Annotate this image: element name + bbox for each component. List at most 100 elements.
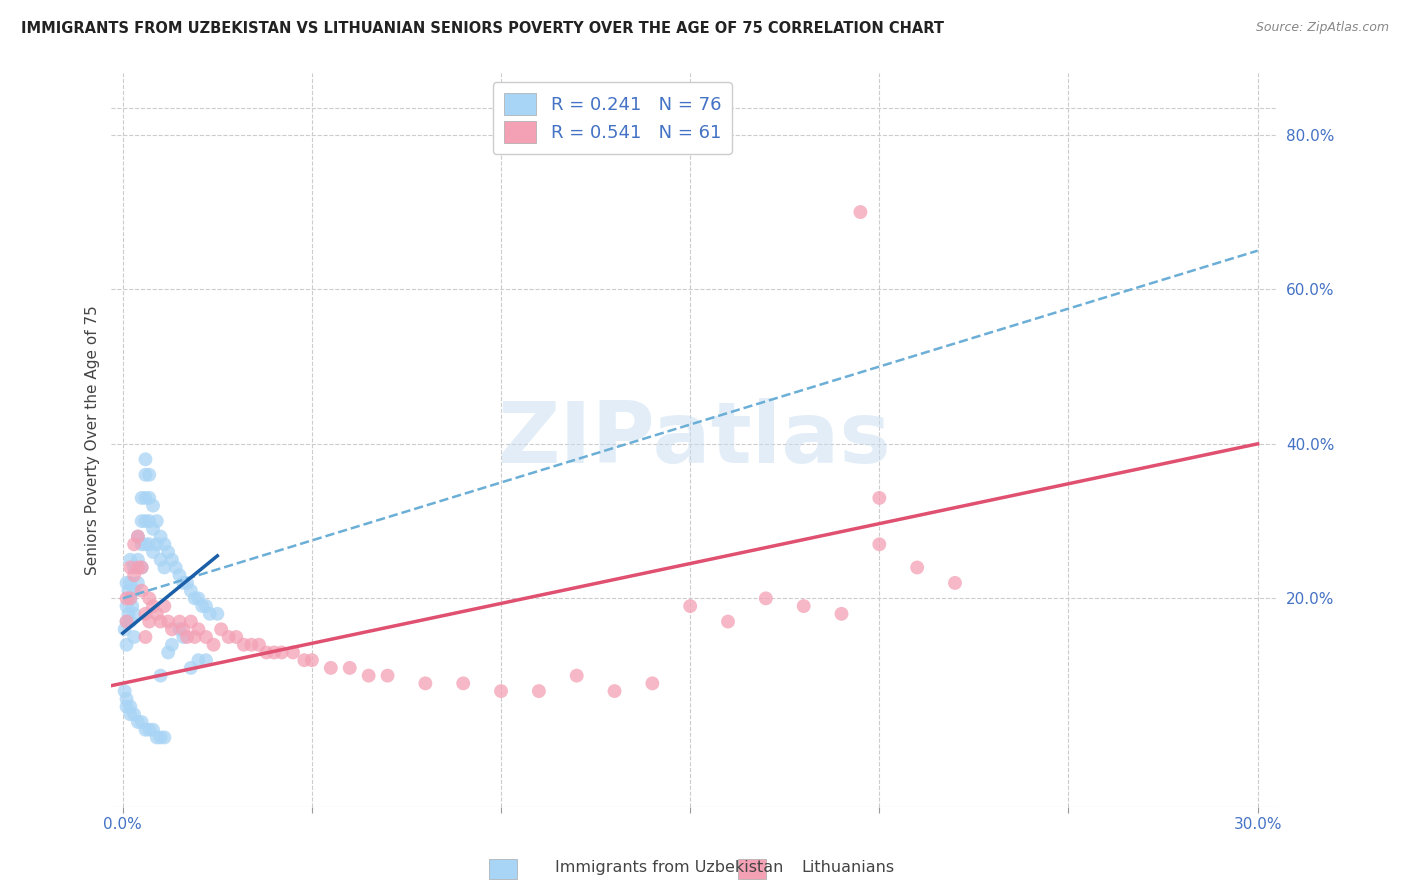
Point — [127, 575, 149, 590]
Point — [142, 723, 165, 737]
Point — [281, 645, 304, 659]
Point — [169, 622, 191, 636]
Point — [176, 630, 198, 644]
Point — [127, 530, 149, 544]
Point — [183, 630, 205, 644]
Point — [122, 607, 145, 621]
Point — [122, 707, 145, 722]
Point — [134, 537, 156, 551]
Point — [138, 615, 160, 629]
Point — [120, 553, 142, 567]
Point — [195, 599, 218, 613]
Point — [131, 714, 153, 729]
Point — [270, 645, 292, 659]
Point — [122, 560, 145, 574]
Y-axis label: Seniors Poverty Over the Age of 75: Seniors Poverty Over the Age of 75 — [86, 305, 100, 574]
Point — [142, 545, 165, 559]
Point — [120, 591, 142, 606]
Point — [146, 731, 169, 745]
Point — [868, 491, 890, 505]
Point — [120, 560, 142, 574]
Point — [225, 630, 247, 644]
Point — [153, 537, 176, 551]
Point — [187, 622, 209, 636]
Point — [943, 575, 966, 590]
Point — [131, 514, 153, 528]
Point — [131, 583, 153, 598]
Point — [142, 499, 165, 513]
Point — [256, 645, 278, 659]
Point — [717, 615, 740, 629]
Point — [115, 615, 138, 629]
Point — [187, 591, 209, 606]
Legend: R = 0.241   N = 76, R = 0.541   N = 61: R = 0.241 N = 76, R = 0.541 N = 61 — [494, 82, 733, 154]
Point — [117, 583, 139, 598]
Point — [247, 638, 270, 652]
Point — [232, 638, 254, 652]
Point — [301, 653, 323, 667]
Point — [120, 591, 142, 606]
Point — [679, 599, 702, 613]
Point — [121, 599, 143, 613]
Point — [195, 653, 218, 667]
Point — [120, 615, 142, 629]
Point — [127, 553, 149, 567]
Point — [122, 583, 145, 598]
Point — [603, 684, 626, 698]
Point — [146, 537, 169, 551]
Point — [905, 560, 928, 574]
Point — [134, 514, 156, 528]
Point — [527, 684, 550, 698]
Point — [131, 560, 153, 574]
Point — [138, 591, 160, 606]
Point — [202, 638, 225, 652]
Point — [172, 622, 194, 636]
Point — [153, 560, 176, 574]
Point — [357, 668, 380, 682]
Point — [157, 645, 180, 659]
Point — [207, 607, 229, 621]
Point — [134, 452, 156, 467]
Point — [263, 645, 285, 659]
Point — [191, 599, 214, 613]
Point — [160, 622, 183, 636]
Point — [127, 714, 149, 729]
Point — [218, 630, 240, 644]
Point — [127, 560, 149, 574]
Point — [120, 699, 142, 714]
Point — [134, 607, 156, 621]
Point — [131, 491, 153, 505]
Point — [565, 668, 588, 682]
Point — [153, 599, 176, 613]
Point — [115, 575, 138, 590]
Point — [122, 630, 145, 644]
Point — [114, 684, 136, 698]
Point — [160, 553, 183, 567]
Point — [180, 661, 202, 675]
Point — [134, 630, 156, 644]
Point — [415, 676, 437, 690]
Point — [115, 691, 138, 706]
Point — [138, 723, 160, 737]
Point — [187, 653, 209, 667]
Point — [849, 205, 872, 219]
Point — [198, 607, 221, 621]
Point — [115, 699, 138, 714]
Point — [134, 723, 156, 737]
Point — [157, 545, 180, 559]
Point — [169, 615, 191, 629]
Point — [131, 560, 153, 574]
Text: Lithuanians: Lithuanians — [801, 860, 894, 874]
Point — [153, 731, 176, 745]
Point — [172, 575, 194, 590]
Point — [176, 575, 198, 590]
Point — [149, 668, 172, 682]
Text: IMMIGRANTS FROM UZBEKISTAN VS LITHUANIAN SENIORS POVERTY OVER THE AGE OF 75 CORR: IMMIGRANTS FROM UZBEKISTAN VS LITHUANIAN… — [21, 21, 943, 37]
Point — [138, 467, 160, 482]
Point — [831, 607, 853, 621]
Point — [180, 615, 202, 629]
Text: ZIPatlas: ZIPatlas — [498, 399, 891, 482]
Point — [134, 467, 156, 482]
Point — [115, 591, 138, 606]
Point — [157, 615, 180, 629]
